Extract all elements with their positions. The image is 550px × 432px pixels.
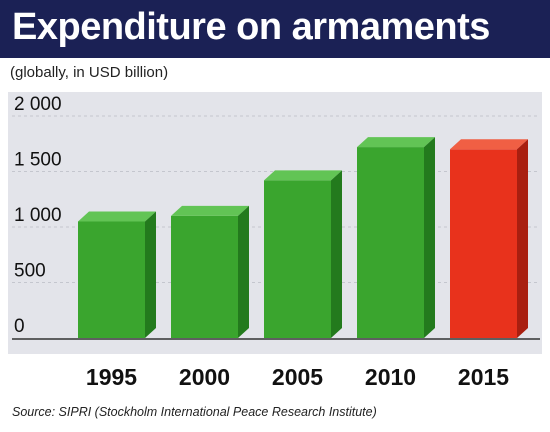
bar-side bbox=[145, 211, 156, 338]
source-note: Source: SIPRI (Stockholm International P… bbox=[12, 405, 377, 419]
chart-title: Expenditure on armaments bbox=[12, 6, 490, 48]
bar-side bbox=[331, 170, 342, 338]
bar-side bbox=[517, 139, 528, 338]
x-tick-label: 2015 bbox=[458, 364, 509, 390]
bar-front bbox=[450, 149, 517, 338]
x-tick-label: 2000 bbox=[179, 364, 230, 390]
chart-subtitle: (globally, in USD billion) bbox=[10, 64, 169, 81]
bar-front bbox=[264, 180, 331, 338]
bar-top bbox=[264, 170, 342, 181]
x-tick-label: 1995 bbox=[86, 364, 137, 390]
y-tick-label: 2 000 bbox=[14, 94, 62, 115]
bar-side bbox=[424, 137, 435, 338]
bar-front bbox=[78, 221, 145, 338]
y-tick-label: 0 bbox=[14, 316, 25, 337]
x-tick-label: 2005 bbox=[272, 364, 323, 390]
bar-top bbox=[357, 137, 435, 148]
y-tick-label: 1 000 bbox=[14, 205, 62, 226]
bar-top bbox=[450, 139, 528, 150]
bar-front bbox=[357, 147, 424, 338]
y-tick-label: 1 500 bbox=[14, 150, 62, 171]
bar-front bbox=[171, 215, 238, 338]
bar-top bbox=[78, 211, 156, 222]
bar-top bbox=[171, 205, 249, 216]
x-tick-label: 2010 bbox=[365, 364, 416, 390]
bar-side bbox=[238, 205, 249, 338]
y-tick-label: 500 bbox=[14, 261, 46, 282]
title-bar: Expenditure on armaments bbox=[0, 0, 550, 58]
